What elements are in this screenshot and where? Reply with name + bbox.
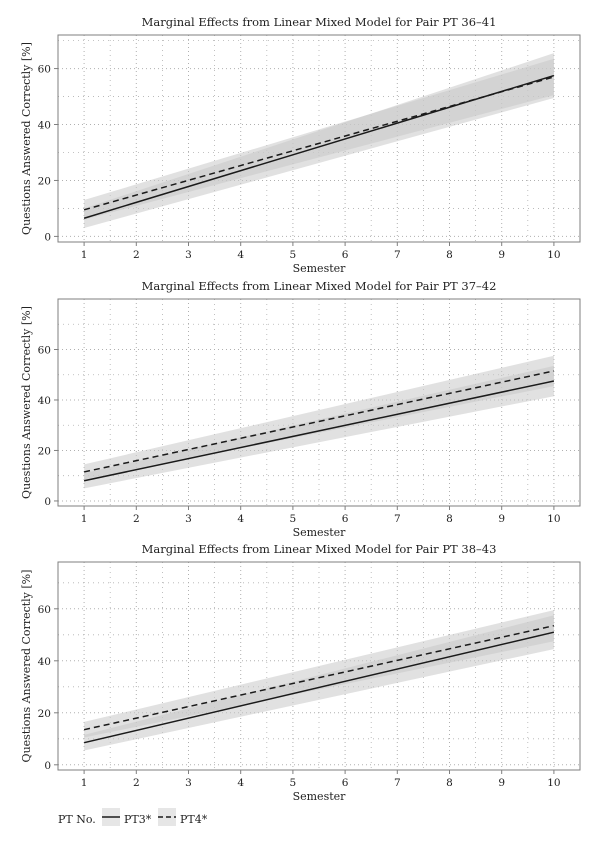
x-tick-label: 7 <box>394 513 401 525</box>
legend-label-pt3: PT3* <box>124 813 152 826</box>
x-axis: 1 2 3 4 5 6 7 8 9 10 Semester <box>81 770 561 803</box>
x-tick-label: 4 <box>237 249 244 261</box>
ci-band-pt4 <box>84 610 554 738</box>
charts-container: Marginal Effects from Linear Mixed Model… <box>20 15 581 803</box>
y-axis: 0 20 40 60 Questions Answered Correctly [%] <box>20 306 58 508</box>
x-tick-label: 10 <box>547 777 560 789</box>
legend-entry-pt4: PT4* <box>158 808 208 826</box>
series-line-pt3 <box>83 74 555 219</box>
confidence-bands <box>84 53 554 229</box>
y-tick-label: 20 <box>38 445 51 457</box>
series-line-pt3 <box>83 631 555 744</box>
x-tick-label: 9 <box>498 249 505 261</box>
series-line-pt3 <box>83 380 555 482</box>
x-tick-label: 4 <box>237 777 244 789</box>
x-tick-label: 5 <box>290 249 297 261</box>
x-tick-label: 2 <box>133 777 140 789</box>
x-tick-label: 5 <box>290 513 297 525</box>
y-axis-label: Questions Answered Correctly [%] <box>20 570 33 763</box>
x-axis-label: Semester <box>293 790 347 803</box>
x-axis: 1 2 3 4 5 6 7 8 9 10 Semester <box>81 506 561 539</box>
x-tick-label: 9 <box>498 513 505 525</box>
x-tick-label: 8 <box>446 777 453 789</box>
x-tick-label: 9 <box>498 777 505 789</box>
chart-panel-1: Marginal Effects from Linear Mixed Model… <box>20 15 581 275</box>
y-tick-label: 60 <box>38 64 51 76</box>
x-tick-label: 2 <box>133 249 140 261</box>
x-tick-label: 8 <box>446 249 453 261</box>
y-axis: 0 20 40 60 Questions Answered Correctly [%] <box>20 42 58 243</box>
x-tick-label: 7 <box>394 249 401 261</box>
y-tick-label: 20 <box>38 175 51 187</box>
series-lines <box>83 370 555 482</box>
y-tick-label: 0 <box>44 496 51 508</box>
y-tick-label: 40 <box>38 395 51 407</box>
x-axis-label: Semester <box>293 526 347 539</box>
y-tick-label: 60 <box>38 344 51 356</box>
chart-title: Marginal Effects from Linear Mixed Model… <box>142 15 497 29</box>
x-axis: 1 2 3 4 5 6 7 8 9 10 Semester <box>81 242 561 275</box>
y-tick-label: 40 <box>38 656 51 668</box>
x-tick-label: 2 <box>133 513 140 525</box>
x-axis-label: Semester <box>293 262 347 275</box>
chart-title: Marginal Effects from Linear Mixed Model… <box>142 542 497 556</box>
x-tick-label: 3 <box>185 513 192 525</box>
x-tick-label: 7 <box>394 777 401 789</box>
x-tick-label: 3 <box>185 777 192 789</box>
legend-entry-pt3: PT3* <box>102 808 152 826</box>
series-line-pt4 <box>83 624 555 731</box>
y-axis-label: Questions Answered Correctly [%] <box>20 42 33 235</box>
confidence-bands <box>84 610 554 751</box>
y-tick-label: 0 <box>44 231 51 243</box>
x-tick-label: 10 <box>547 249 560 261</box>
plot-frame <box>57 298 581 507</box>
x-tick-label: 4 <box>237 513 244 525</box>
y-tick-label: 40 <box>38 120 51 132</box>
x-tick-label: 1 <box>81 249 88 261</box>
chart-title: Marginal Effects from Linear Mixed Model… <box>142 279 497 293</box>
plot-frame <box>57 561 581 771</box>
x-tick-label: 8 <box>446 513 453 525</box>
y-tick-label: 0 <box>44 760 51 772</box>
x-tick-label: 3 <box>185 249 192 261</box>
series-line-pt4 <box>83 370 555 473</box>
series-line-pt4 <box>83 76 555 211</box>
x-tick-label: 1 <box>81 777 88 789</box>
x-tick-label: 1 <box>81 513 88 525</box>
legend-title: PT No. <box>58 813 96 826</box>
x-tick-label: 5 <box>290 777 297 789</box>
y-axis-label: Questions Answered Correctly [%] <box>20 306 33 499</box>
ci-band-pt4 <box>84 355 554 480</box>
y-tick-label: 20 <box>38 708 51 720</box>
legend: PT No. PT3* PT4* <box>58 808 208 826</box>
y-tick-label: 60 <box>38 604 51 616</box>
ci-band-pt4 <box>84 58 554 220</box>
series-lines <box>83 624 555 744</box>
plot-frame <box>57 34 581 243</box>
x-tick-label: 6 <box>342 513 349 525</box>
x-tick-label: 6 <box>342 777 349 789</box>
legend-label-pt4: PT4* <box>180 813 208 826</box>
x-tick-label: 10 <box>547 513 560 525</box>
series-lines <box>83 74 555 219</box>
chart-panel-2: Marginal Effects from Linear Mixed Model… <box>20 279 581 539</box>
chart-panel-3: Marginal Effects from Linear Mixed Model… <box>20 542 581 803</box>
x-tick-label: 6 <box>342 249 349 261</box>
y-axis: 0 20 40 60 Questions Answered Correctly [%] <box>20 570 58 772</box>
